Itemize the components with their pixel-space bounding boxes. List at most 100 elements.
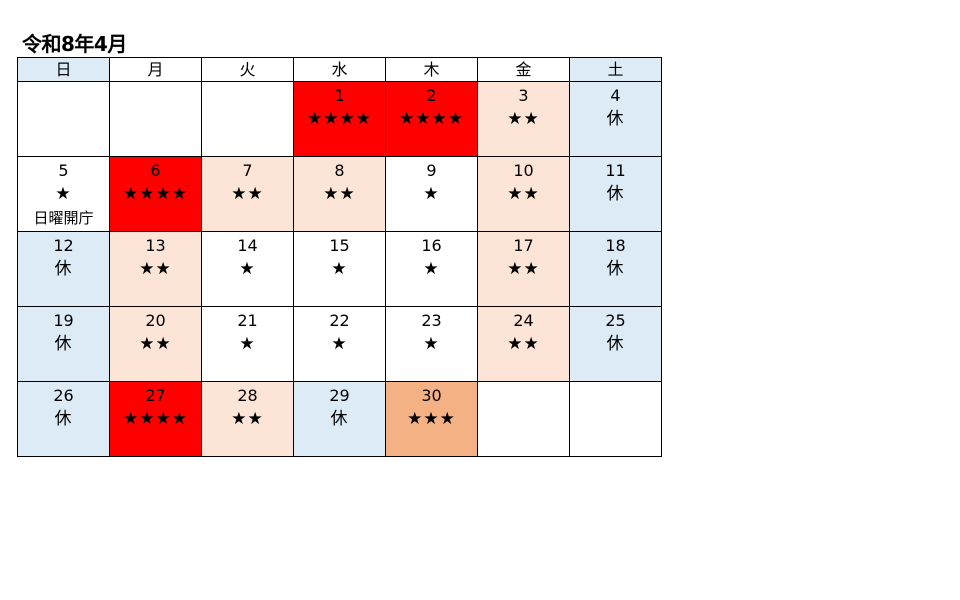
day-rating: ★★ xyxy=(507,334,540,354)
day-cell: 20 ★★ xyxy=(109,306,202,382)
day-rating: ★★ xyxy=(507,259,540,279)
day-rating: ★ xyxy=(239,259,256,279)
day-cell: 29 休 xyxy=(293,381,386,457)
day-cell: 13 ★★ xyxy=(109,231,202,307)
day-cell: 27 ★★★★ xyxy=(109,381,202,457)
day-rating: ★ xyxy=(423,259,440,279)
day-number: 10 xyxy=(513,161,534,180)
day-number: 30 xyxy=(421,386,442,405)
day-cell: 16 ★ xyxy=(385,231,478,307)
weekday-header: 水 xyxy=(293,57,386,82)
weekday-header: 日 xyxy=(17,57,110,82)
day-number: 6 xyxy=(150,161,161,180)
day-number: 21 xyxy=(237,311,258,330)
day-number: 25 xyxy=(605,311,626,330)
day-rating: ★★★★ xyxy=(399,109,464,129)
day-cell xyxy=(17,81,110,157)
day-cell: 17 ★★ xyxy=(477,231,570,307)
day-rating: ★★ xyxy=(139,259,172,279)
day-cell: 21 ★ xyxy=(201,306,294,382)
day-number: 12 xyxy=(53,236,74,255)
day-rating: 休 xyxy=(606,334,625,354)
week-row: 1 ★★★★ 2 ★★★★ 3 ★★ 4 休 xyxy=(17,81,662,157)
day-rating: ★ xyxy=(55,184,72,204)
calendar-title: 令和8年4月 xyxy=(22,32,127,56)
day-rating: ★ xyxy=(423,184,440,204)
day-rating: ★ xyxy=(331,259,348,279)
day-rating: ★★★★ xyxy=(123,409,188,429)
day-number: 20 xyxy=(145,311,166,330)
weekday-header: 土 xyxy=(569,57,662,82)
day-number: 26 xyxy=(53,386,74,405)
day-number: 29 xyxy=(329,386,350,405)
day-cell: 25 休 xyxy=(569,306,662,382)
weekday-header: 木 xyxy=(385,57,478,82)
day-number: 19 xyxy=(53,311,74,330)
weekday-header-row: 日月火水木金土 xyxy=(17,57,662,82)
day-rating: ★★ xyxy=(323,184,356,204)
day-cell: 9 ★ xyxy=(385,156,478,232)
day-rating: 休 xyxy=(54,409,73,429)
day-rating: ★ xyxy=(331,334,348,354)
day-cell xyxy=(569,381,662,457)
day-number: 7 xyxy=(242,161,253,180)
day-number: 1 xyxy=(334,86,345,105)
day-cell: 2 ★★★★ xyxy=(385,81,478,157)
day-number: 22 xyxy=(329,311,350,330)
day-number: 9 xyxy=(426,161,437,180)
day-rating: ★★ xyxy=(231,184,264,204)
day-number: 14 xyxy=(237,236,258,255)
day-cell: 5 ★ 日曜開庁 xyxy=(17,156,110,232)
day-rating: ★★ xyxy=(507,109,540,129)
day-number: 5 xyxy=(58,161,69,180)
week-row: 19 休 20 ★★ 21 ★ 22 ★ 23 ★ 24 ★★ 25 休 xyxy=(17,306,662,382)
weekday-header: 金 xyxy=(477,57,570,82)
day-cell: 19 休 xyxy=(17,306,110,382)
day-cell: 15 ★ xyxy=(293,231,386,307)
day-number: 27 xyxy=(145,386,166,405)
week-row: 5 ★ 日曜開庁 6 ★★★★ 7 ★★ 8 ★★ 9 ★ 10 ★★ 11 休 xyxy=(17,156,662,232)
day-number: 2 xyxy=(426,86,437,105)
weekday-header: 月 xyxy=(109,57,202,82)
day-cell: 30 ★★★ xyxy=(385,381,478,457)
day-rating: 休 xyxy=(330,409,349,429)
day-cell: 10 ★★ xyxy=(477,156,570,232)
day-cell: 14 ★ xyxy=(201,231,294,307)
day-cell xyxy=(109,81,202,157)
day-rating: ★★★★ xyxy=(123,184,188,204)
day-rating: ★★★ xyxy=(407,409,456,429)
day-cell: 6 ★★★★ xyxy=(109,156,202,232)
day-number: 11 xyxy=(605,161,626,180)
day-number: 8 xyxy=(334,161,345,180)
weekday-header: 火 xyxy=(201,57,294,82)
day-number: 16 xyxy=(421,236,442,255)
day-number: 18 xyxy=(605,236,626,255)
day-cell: 11 休 xyxy=(569,156,662,232)
day-rating: ★★★★ xyxy=(307,109,372,129)
day-cell: 26 休 xyxy=(17,381,110,457)
day-rating: ★ xyxy=(423,334,440,354)
day-cell: 7 ★★ xyxy=(201,156,294,232)
day-rating: 休 xyxy=(606,259,625,279)
day-cell: 24 ★★ xyxy=(477,306,570,382)
day-rating: ★ xyxy=(239,334,256,354)
day-cell: 3 ★★ xyxy=(477,81,570,157)
day-cell xyxy=(477,381,570,457)
day-number: 15 xyxy=(329,236,350,255)
day-rating: ★★ xyxy=(231,409,264,429)
week-row: 26 休 27 ★★★★ 28 ★★ 29 休 30 ★★★ xyxy=(17,381,662,457)
calendar-table: 日月火水木金土 1 ★★★★ 2 ★★★★ 3 ★★ 4 休 5 ★ 日曜開庁 6 ★★★★ 7 ★★ 8 ★★… xyxy=(17,57,662,457)
day-rating: 休 xyxy=(54,259,73,279)
day-number: 4 xyxy=(610,86,621,105)
day-cell: 28 ★★ xyxy=(201,381,294,457)
day-cell: 23 ★ xyxy=(385,306,478,382)
day-number: 24 xyxy=(513,311,534,330)
calendar-body: 1 ★★★★ 2 ★★★★ 3 ★★ 4 休 5 ★ 日曜開庁 6 ★★★★ 7 ★★ 8 ★★ 9 ★ 10 ★★ 11… xyxy=(17,81,662,457)
day-rating: 休 xyxy=(606,109,625,129)
day-note: 日曜開庁 xyxy=(33,209,94,227)
day-cell: 1 ★★★★ xyxy=(293,81,386,157)
day-number: 17 xyxy=(513,236,534,255)
day-cell: 8 ★★ xyxy=(293,156,386,232)
day-rating: ★★ xyxy=(507,184,540,204)
day-rating: 休 xyxy=(54,334,73,354)
